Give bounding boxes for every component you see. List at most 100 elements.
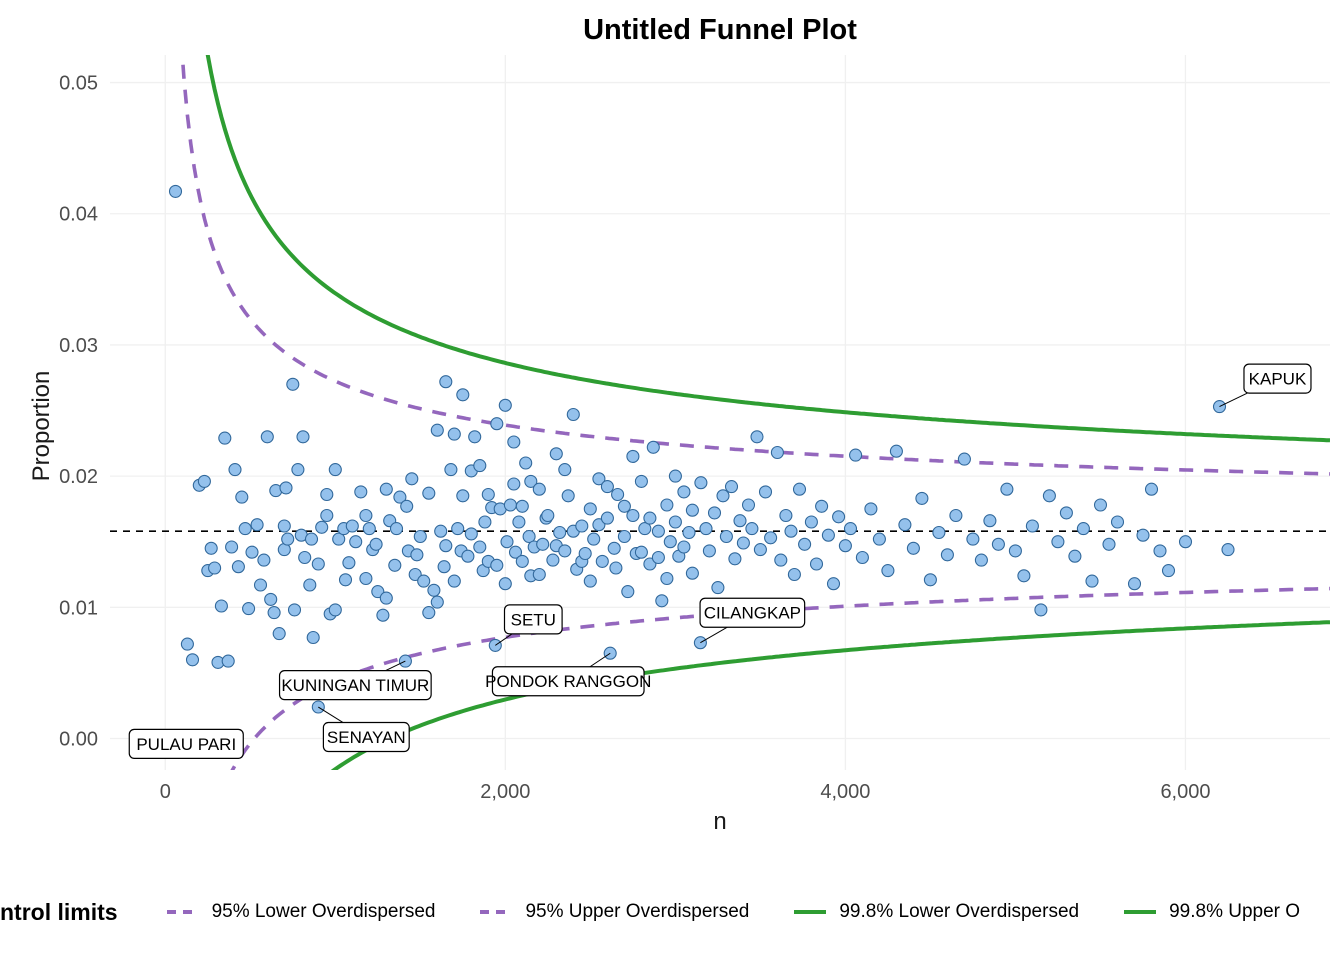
data-point xyxy=(231,560,245,574)
data-point xyxy=(168,184,183,198)
data-point xyxy=(359,571,373,586)
data-point xyxy=(838,539,852,553)
annotation-label: PONDOK RANGGON xyxy=(485,672,651,691)
y-tick-label: 0.04 xyxy=(59,204,98,226)
data-point xyxy=(303,578,317,592)
data-point xyxy=(798,537,812,551)
data-point xyxy=(481,487,495,502)
data-point xyxy=(566,407,580,422)
data-point xyxy=(257,553,271,567)
data-point xyxy=(940,548,954,562)
y-axis-label: Proportion xyxy=(28,370,55,482)
data-point xyxy=(296,430,310,444)
data-point xyxy=(626,508,640,523)
data-point xyxy=(660,571,674,586)
data-point xyxy=(235,490,249,504)
data-point xyxy=(349,535,363,549)
data-point xyxy=(1093,498,1108,512)
data-point xyxy=(541,508,555,523)
data-point xyxy=(507,435,521,449)
data-point xyxy=(250,518,264,532)
data-point xyxy=(519,456,533,470)
data-point xyxy=(643,511,657,525)
data-point xyxy=(915,491,929,505)
annotation-box xyxy=(128,728,244,759)
data-point xyxy=(855,550,869,565)
data-point xyxy=(685,503,699,517)
data-point xyxy=(430,423,444,437)
data-point xyxy=(405,472,419,486)
data-point xyxy=(1051,535,1065,549)
data-point xyxy=(1068,549,1082,563)
annotation-box xyxy=(322,721,410,753)
data-point xyxy=(328,463,342,477)
data-point xyxy=(264,592,278,606)
data-point xyxy=(369,537,383,551)
data-point xyxy=(376,608,390,622)
data-point xyxy=(826,577,841,591)
data-point xyxy=(764,531,778,545)
data-point xyxy=(277,519,291,533)
data-point xyxy=(430,595,444,609)
data-point xyxy=(784,524,798,538)
data-point xyxy=(478,515,492,529)
annotation-label: SETU xyxy=(511,610,556,629)
data-point xyxy=(587,532,601,546)
data-point xyxy=(758,485,773,499)
y-tick-label: 0.02 xyxy=(59,466,98,488)
data-point xyxy=(745,522,759,536)
data-point xyxy=(668,515,682,529)
data-point xyxy=(437,560,451,574)
data-point xyxy=(1034,603,1048,617)
data-point xyxy=(733,514,747,528)
y-tick-label: 0.03 xyxy=(59,335,98,357)
data-point xyxy=(354,485,368,499)
chart-title: Untitled Funnel Plot xyxy=(583,14,857,46)
data-point xyxy=(804,515,818,529)
data-point xyxy=(787,567,801,582)
data-point xyxy=(180,637,194,651)
data-point xyxy=(578,546,592,561)
data-point xyxy=(809,557,824,571)
data-point xyxy=(750,430,764,444)
data-point xyxy=(185,653,200,667)
data-point xyxy=(311,557,325,571)
data-point xyxy=(1221,543,1235,557)
data-point xyxy=(214,599,228,613)
x-tick-label: 4,000 xyxy=(820,781,870,803)
data-point xyxy=(1153,544,1167,558)
y-tick-label: 0.05 xyxy=(59,73,98,95)
data-point xyxy=(724,480,739,494)
data-point xyxy=(225,540,239,554)
data-point xyxy=(1085,574,1099,588)
data-point xyxy=(595,554,609,568)
data-point xyxy=(447,427,461,441)
data-point xyxy=(872,532,886,546)
x-tick-label: 2,000 xyxy=(480,781,530,803)
data-point xyxy=(468,430,482,444)
data-point xyxy=(592,472,606,486)
data-point xyxy=(651,550,665,565)
data-point xyxy=(932,525,946,540)
legend-item-label: 99.8% Upper O xyxy=(1169,901,1301,922)
data-point xyxy=(417,574,431,588)
data-point xyxy=(1110,515,1125,529)
data-point xyxy=(1017,569,1031,583)
data-point xyxy=(741,498,756,512)
data-point xyxy=(281,532,295,546)
data-point xyxy=(621,585,635,599)
data-point xyxy=(832,510,846,524)
data-point xyxy=(464,527,478,541)
data-point xyxy=(287,603,302,617)
annotation-box xyxy=(278,670,432,701)
data-point xyxy=(549,447,563,461)
data-point xyxy=(439,375,453,389)
data-point xyxy=(719,529,733,544)
data-point xyxy=(815,499,829,513)
data-point xyxy=(634,545,648,559)
data-point xyxy=(1076,522,1090,536)
legend-item-label: 95% Lower Overdispersed xyxy=(211,901,436,922)
annotation-box xyxy=(1243,363,1312,394)
data-point xyxy=(1008,544,1022,558)
data-point xyxy=(843,522,858,536)
